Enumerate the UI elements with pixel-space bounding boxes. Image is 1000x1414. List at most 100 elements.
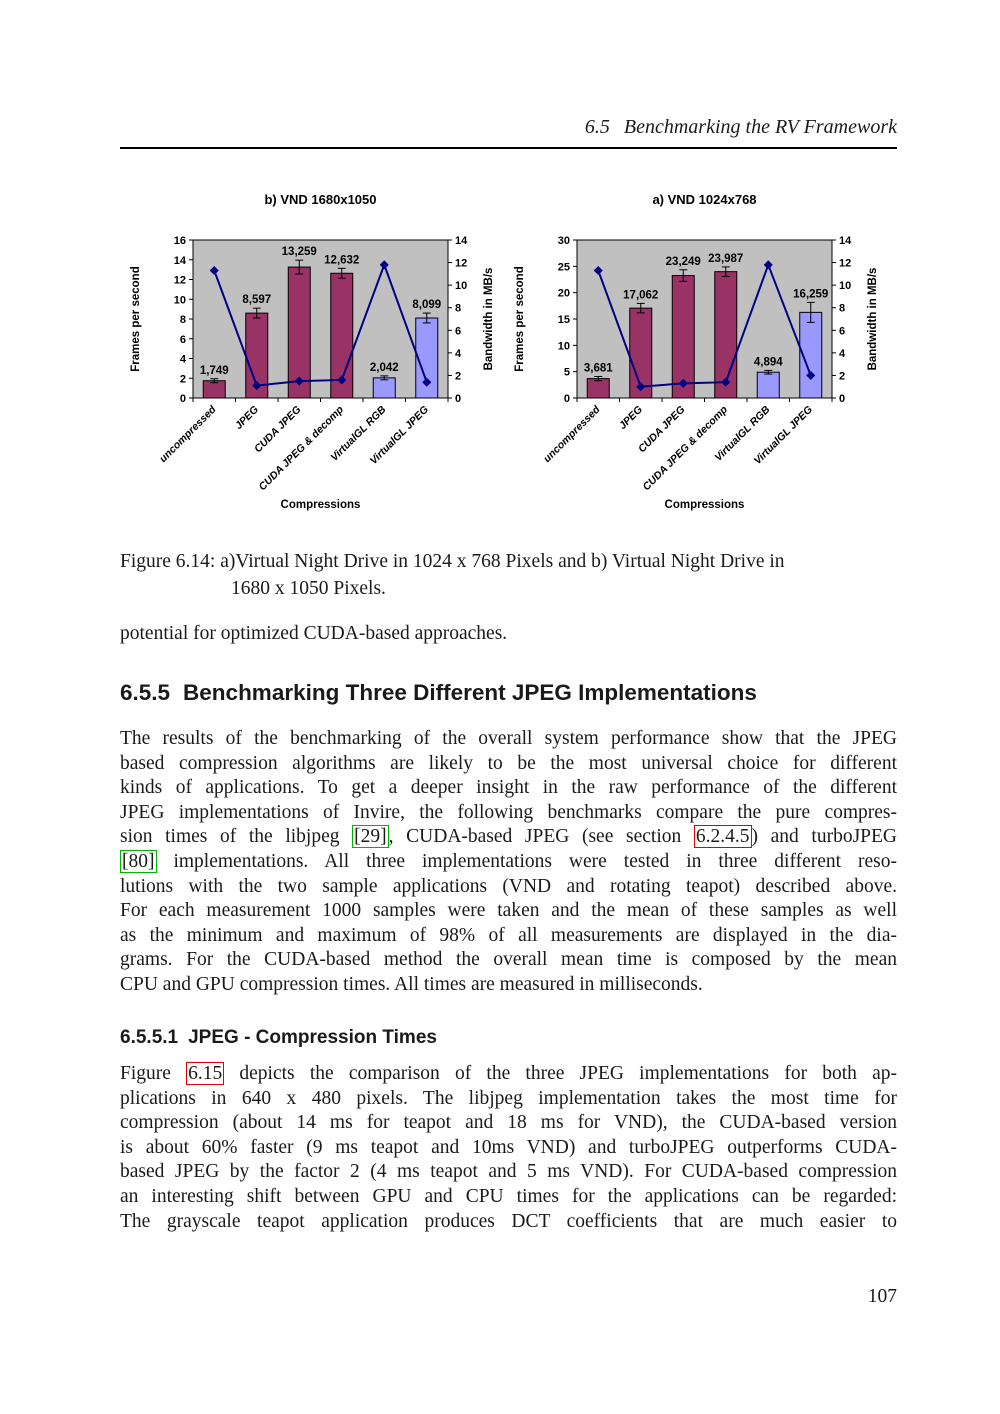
paragraph-benchmark-intro: The results of the benchmarking of the o… (120, 727, 897, 998)
text-line: is about 60% faster (9 ms teapot and 10m… (120, 1136, 897, 1161)
svg-text:2,042: 2,042 (370, 362, 399, 374)
svg-text:8,099: 8,099 (412, 299, 441, 311)
svg-text:Bandwidth in MB/s: Bandwidth in MB/s (867, 268, 879, 371)
svg-text:CUDA JPEG & decomp: CUDA JPEG & decomp (257, 403, 347, 493)
text-span: The results of the benchmarking of the o… (120, 728, 897, 749)
text-span: kinds of applications. To get a deeper i… (120, 777, 897, 799)
text-span: plications in 640 x 480 pixels. The libj… (120, 1087, 897, 1109)
text-span: The grayscale teapot application produce… (120, 1210, 897, 1232)
text-line: compression (about 14 ms for teapot and … (120, 1111, 897, 1136)
text-line: an interesting shift between GPU and CPU… (120, 1185, 897, 1210)
svg-text:10: 10 (839, 280, 851, 292)
text-span: is about 60% faster (9 ms teapot and 10m… (120, 1136, 897, 1158)
text-span: an interesting shift between GPU and CPU… (120, 1185, 897, 1207)
svg-text:6: 6 (180, 334, 186, 346)
svg-text:0: 0 (839, 393, 845, 405)
text-span: sion times of the libjpeg (120, 826, 353, 848)
svg-text:JPEG: JPEG (233, 404, 261, 432)
section-title: Benchmarking Three Different JPEG Implem… (183, 680, 757, 705)
svg-text:0: 0 (564, 393, 570, 405)
text-span: For each measurement 1000 samples were t… (120, 900, 897, 922)
page-number: 107 (867, 1286, 897, 1307)
text-span: as the minimum and maximum of 98% of all… (120, 924, 897, 946)
citation-link[interactable]: [29] (352, 825, 389, 849)
text-span: implementations. All three implementatio… (156, 850, 897, 872)
citation-link[interactable]: [80] (120, 849, 157, 873)
text-line: The results of the benchmarking of the o… (120, 727, 897, 752)
svg-text:8: 8 (839, 303, 845, 315)
text-line: lutions with the two sample applications… (120, 875, 897, 900)
text-span: depicts the comparison of the three JPEG… (224, 1063, 897, 1084)
text-line: The grayscale teapot application produce… (120, 1210, 897, 1235)
svg-text:12: 12 (839, 258, 851, 270)
text-line: sion times of the libjpeg [29], CUDA-bas… (120, 825, 897, 850)
text-line: CPU and GPU compression times. All times… (120, 973, 897, 998)
svg-text:6: 6 (455, 325, 461, 337)
svg-text:16: 16 (174, 235, 186, 247)
svg-text:12,632: 12,632 (324, 254, 359, 266)
svg-text:1,749: 1,749 (200, 365, 229, 377)
svg-text:8,597: 8,597 (242, 294, 271, 306)
text-line: Figure 6.15 depicts the comparison of th… (120, 1062, 897, 1087)
svg-text:uncompressed: uncompressed (541, 403, 603, 465)
svg-text:30: 30 (558, 235, 570, 247)
svg-text:b) VND 1680x1050: b) VND 1680x1050 (264, 192, 376, 207)
svg-text:3,681: 3,681 (584, 363, 613, 375)
chart-vnd-1680x1050-svg: b) VND 1680x1050 0 2 4 6 8 10 12 14 16 0 2 4 6 8 10 12 14… (130, 192, 495, 511)
chart-vnd-1680x1050: b) VND 1680x1050 0 2 4 6 8 10 12 14 16 0 2 4 6 8 10 12 14… (118, 186, 508, 523)
svg-text:0: 0 (180, 393, 186, 405)
lead-text: potential for optimized CUDA-based appro… (120, 623, 508, 644)
subsection-title: JPEG - Compression Times (188, 1027, 437, 1048)
svg-text:15: 15 (558, 314, 570, 326)
svg-text:4,894: 4,894 (754, 356, 783, 368)
text-span: lutions with the two sample applications… (120, 875, 897, 897)
text-line: based compression algorithms are likely … (120, 752, 897, 777)
svg-text:13,259: 13,259 (282, 246, 317, 258)
svg-text:23,249: 23,249 (666, 256, 701, 268)
svg-text:17,062: 17,062 (623, 289, 658, 301)
text-line: JPEG implementations of Invire, the foll… (120, 801, 897, 826)
svg-text:0: 0 (455, 393, 461, 405)
svg-text:10: 10 (455, 280, 467, 292)
text-span: ) and turboJPEG (751, 826, 898, 848)
section-ref-link[interactable]: 6.15 (186, 1062, 225, 1085)
text-line: plications in 640 x 480 pixels. The libj… (120, 1087, 897, 1112)
text-span: CPU and GPU compression times. All times… (120, 973, 703, 995)
svg-text:Frames per second: Frames per second (130, 266, 142, 371)
section-heading: 6.5.5 Benchmarking Three Different JPEG I… (120, 680, 920, 706)
svg-text:16,259: 16,259 (793, 288, 828, 300)
svg-text:5: 5 (564, 367, 570, 379)
section-ref-link[interactable]: 6.2.4.5 (693, 825, 752, 849)
header-rule (120, 147, 897, 149)
text-span: grams. For the CUDA-based method the ove… (120, 949, 897, 971)
text-line: based JPEG by the factor 2 (4 ms teapot … (120, 1160, 897, 1185)
svg-text:Bandwidth in MB/s: Bandwidth in MB/s (483, 268, 495, 371)
svg-text:12: 12 (455, 258, 467, 270)
svg-text:4: 4 (839, 348, 846, 360)
svg-text:23,987: 23,987 (708, 253, 743, 265)
svg-text:14: 14 (839, 235, 852, 247)
svg-text:25: 25 (558, 261, 570, 273)
chart-vnd-1024x768-svg: a) VND 1024x768 0 5 10 15 20 25 30 0 2 4 6 8 10 12 14 3,… (514, 192, 879, 511)
svg-text:10: 10 (174, 294, 186, 306)
svg-text:14: 14 (455, 235, 468, 247)
running-header: 6.5 Benchmarking the RV Framework (120, 116, 897, 139)
subsection-heading: 6.5.5.1 JPEG - Compression Times (120, 1027, 920, 1049)
text-span: compression (about 14 ms for teapot and … (120, 1112, 897, 1134)
svg-text:uncompressed: uncompressed (157, 403, 219, 465)
svg-text:Compressions: Compressions (281, 499, 361, 511)
text-line: grams. For the CUDA-based method the ove… (120, 948, 897, 973)
text-line: kinds of applications. To get a deeper i… (120, 776, 897, 801)
svg-text:Compressions: Compressions (665, 499, 745, 511)
svg-text:JPEG: JPEG (617, 404, 645, 432)
svg-text:CUDA JPEG & decomp: CUDA JPEG & decomp (641, 403, 731, 493)
running-header-title: Benchmarking the RV Framework (623, 116, 897, 138)
svg-text:20: 20 (558, 288, 570, 300)
svg-text:8: 8 (455, 303, 461, 315)
text-span: Figure (120, 1063, 187, 1084)
svg-text:4: 4 (180, 354, 187, 366)
chart-vnd-1024x768: a) VND 1024x768 0 5 10 15 20 25 30 0 2 4 6 8 10 12 14 3,… (502, 186, 892, 523)
figure-caption-line2: 1680 x 1050 Pixels. (231, 578, 386, 599)
running-header-number: 6.5 (584, 116, 610, 138)
